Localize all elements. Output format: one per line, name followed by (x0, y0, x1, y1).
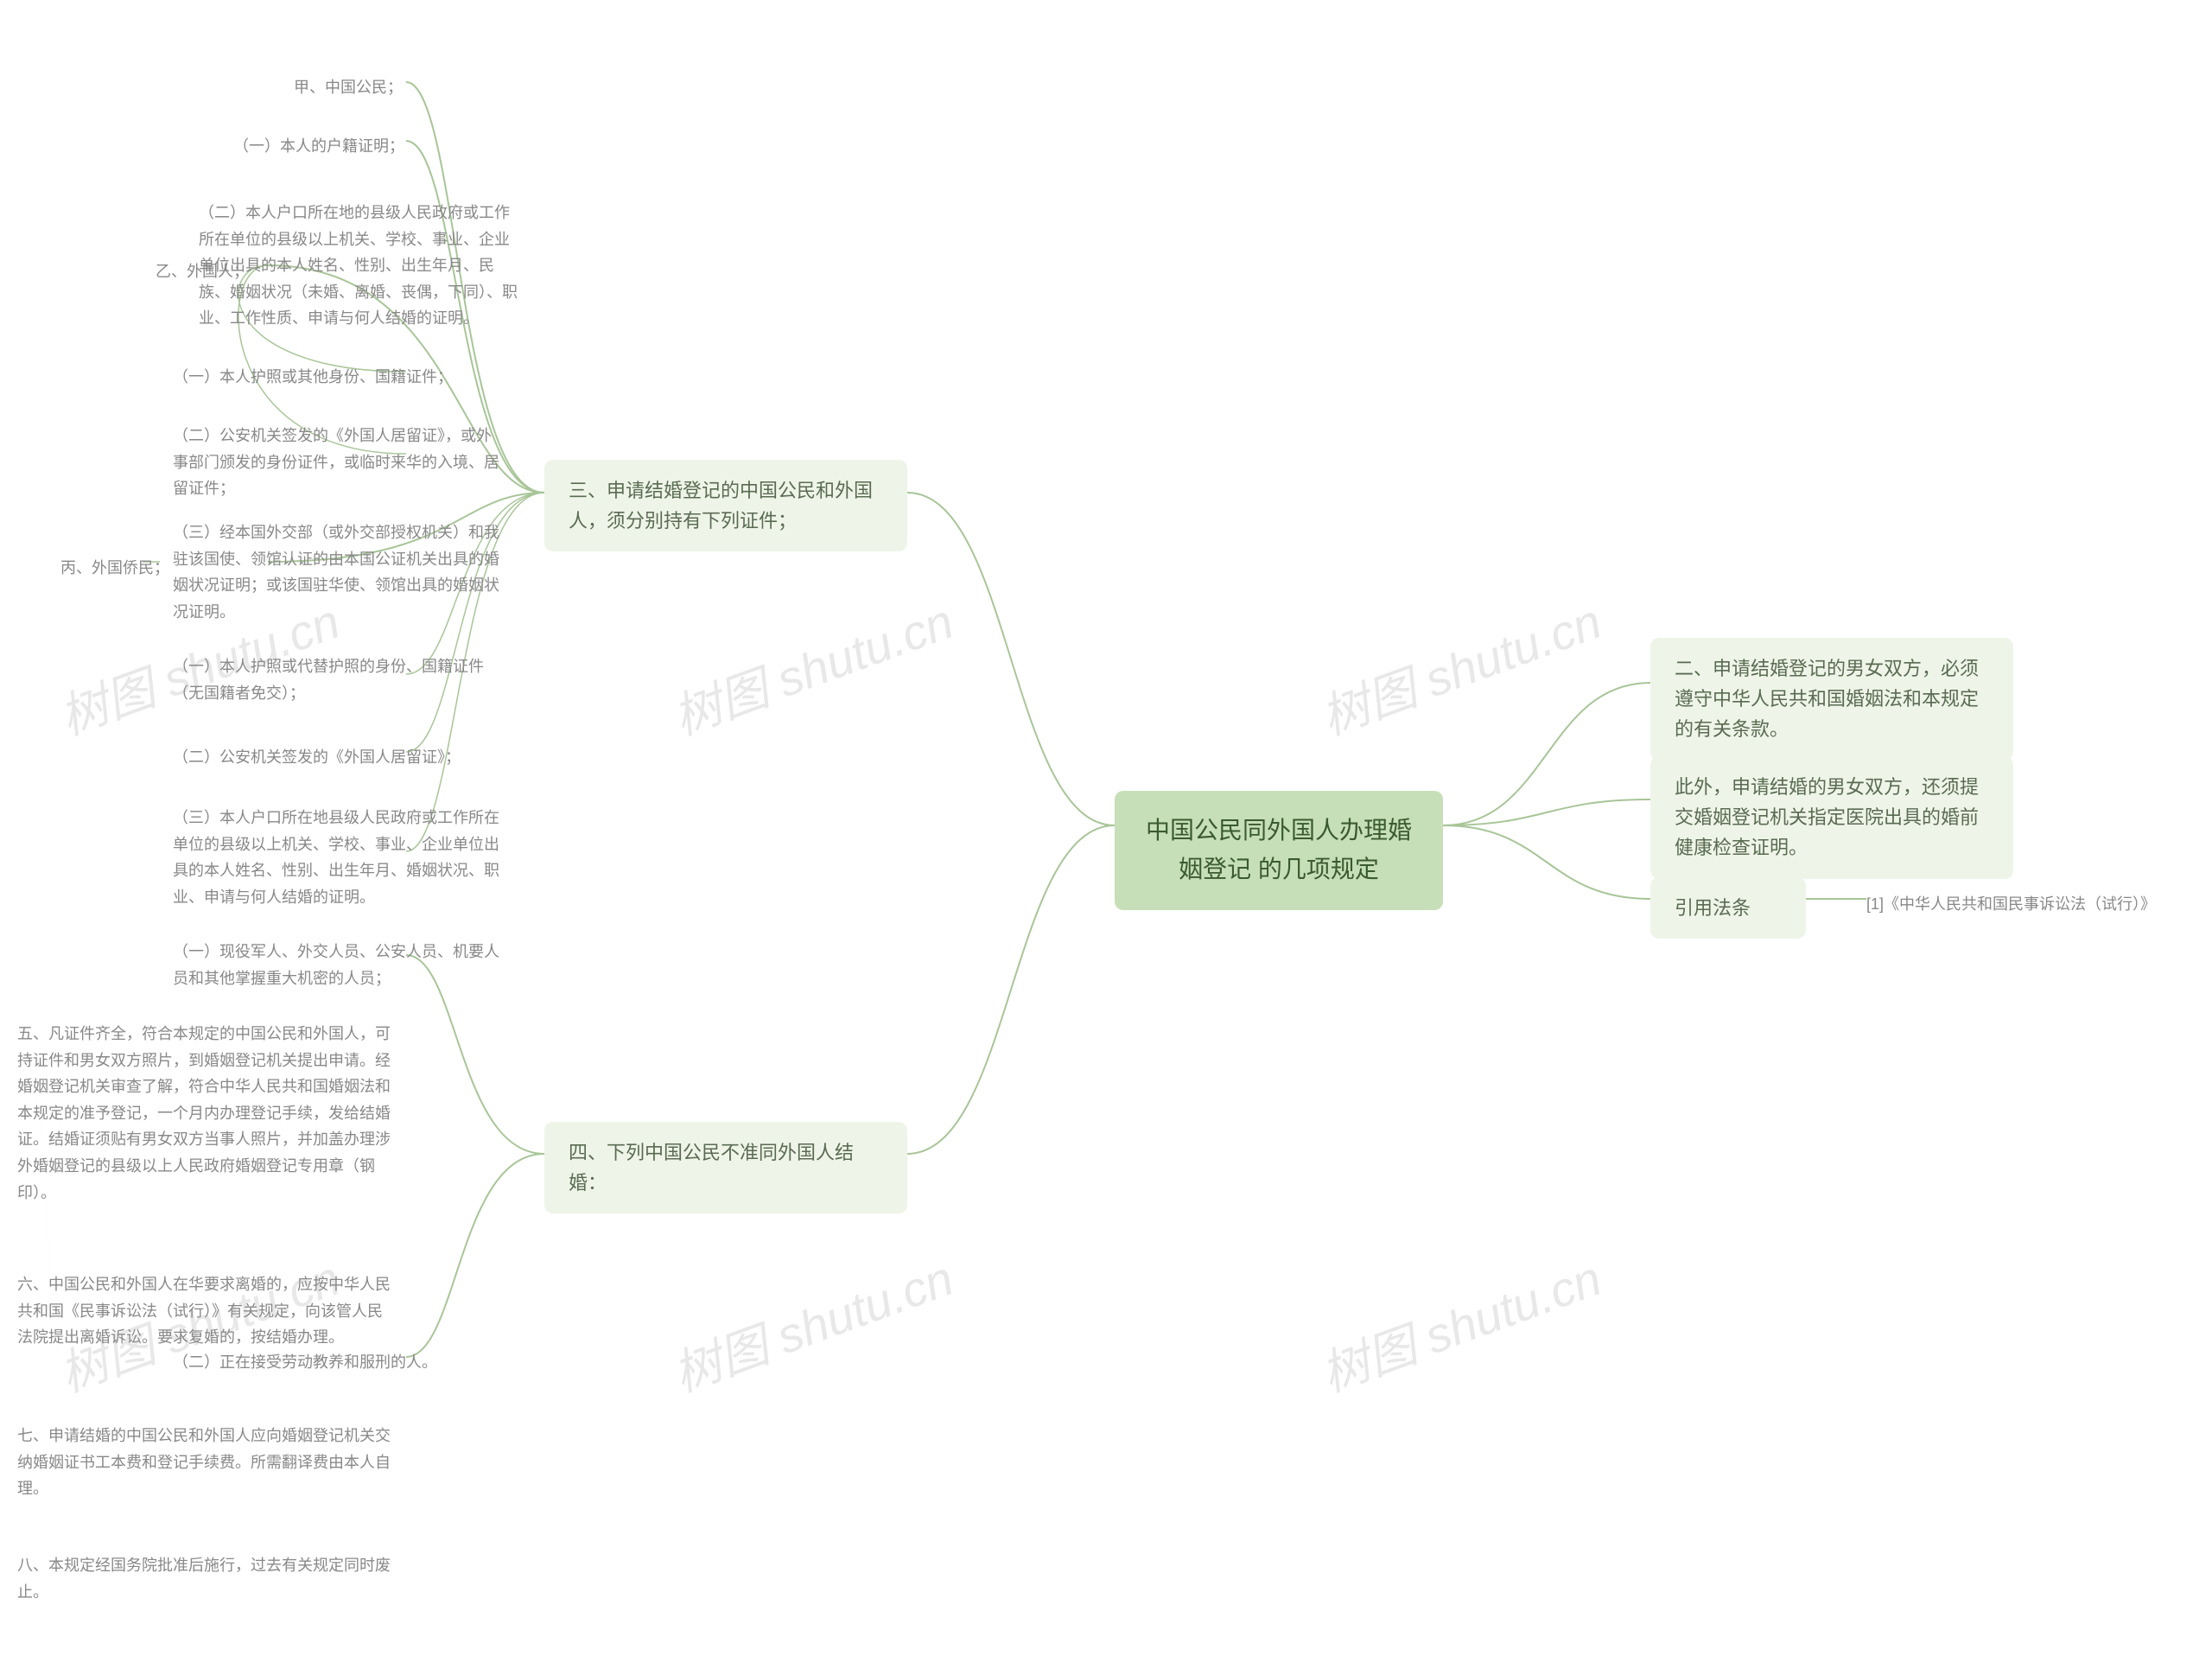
s3-jia-2-text: （二）本人户口所在地的县级人民政府或工作所在单位的县级以上机关、学校、事业、企业… (199, 200, 518, 332)
s4-6-text: 六、中国公民和外国人在华要求离婚的，应按中华人民共和国《民事诉讼法（试行）》有关… (17, 1271, 397, 1351)
s3-bing-1-text: （一）本人护照或代替护照的身份、国籍证件（无国籍者免交）； (173, 653, 501, 706)
s3-bing-2: （二）公安机关签发的《外国人居留证》； (173, 739, 484, 776)
s3-bing-2-text: （二）公安机关签发的《外国人居留证》； (173, 744, 461, 771)
s3-yi-2-text: （二）公安机关签发的《外国人居留证》，或外事部门颁发的身份证件，或临时来华的入境… (173, 423, 501, 502)
branch-addl: 此外，申请结婚的男女双方，还须提交婚姻登记机关指定医院出具的婚前健康检查证明。 (1650, 756, 2013, 879)
s4-5: 五、凡证件齐全，符合本规定的中国公民和外国人，可持证件和男女双方照片，到婚姻登记… (17, 1016, 397, 1211)
watermark: 树图 shutu.cn (1310, 583, 1610, 748)
s4-6: 六、中国公民和外国人在华要求离婚的，应按中华人民共和国《民事诉讼法（试行）》有关… (17, 1266, 397, 1356)
branch-3: 三、申请结婚登记的中国公民和外国人，须分别持有下列证件； (544, 460, 907, 551)
branch-2: 二、申请结婚登记的男女双方，必须遵守中华人民共和国婚姻法和本规定的有关条款。 (1650, 638, 2013, 761)
ref-leaf: [1]《中华人民共和国民事诉讼法（试行）》 (1866, 886, 2177, 923)
branch-3-text: 三、申请结婚登记的中国公民和外国人，须分别持有下列证件； (569, 475, 883, 536)
watermark: 树图 shutu.cn (662, 583, 962, 748)
branch-addl-text: 此外，申请结婚的男女双方，还须提交婚姻登记机关指定医院出具的婚前健康检查证明。 (1675, 772, 1989, 863)
s4-7-text: 七、申请结婚的中国公民和外国人应向婚姻登记机关交纳婚姻证书工本费和登记手续费。所… (17, 1423, 397, 1502)
s4-8-text: 八、本规定经国务院批准后施行，过去有关规定同时废止。 (17, 1552, 397, 1605)
s3-bing-3-text: （三）本人户口所在地县级人民政府或工作所在单位的县级以上机关、学校、事业、企业单… (173, 805, 501, 910)
branch-ref: 引用法条 (1650, 877, 1806, 939)
s3-yi-1: （一）本人护照或其他身份、国籍证件； (173, 359, 458, 396)
branch-4-text: 四、下列中国公民不准同外国人结婚： (569, 1137, 883, 1198)
s3-yi-3-text: （三）经本国外交部（或外交部授权机关）和我驻该国使、领馆认证的由本国公证机关出具… (173, 519, 501, 625)
s4-1-text: （一）现役军人、外交人员、公安人员、机要人员和其他掌握重大机密的人员； (173, 939, 501, 991)
s3-bing-text: 丙、外国侨民； (60, 555, 169, 582)
ref-leaf-text: [1]《中华人民共和国民事诉讼法（试行）》 (1866, 891, 2156, 918)
s3-yi-2: （二）公安机关签发的《外国人居留证》，或外事部门颁发的身份证件，或临时来华的入境… (173, 417, 501, 507)
root-title: 中国公民同外国人办理婚姻登记 的几项规定 (1144, 812, 1414, 889)
watermark: 树图 shutu.cn (662, 1239, 962, 1405)
s4-8: 八、本规定经国务院批准后施行，过去有关规定同时废止。 (17, 1547, 397, 1610)
s3-jia: 甲、中国公民； (294, 69, 415, 106)
s3-yi-1-text: （一）本人护照或其他身份、国籍证件； (173, 364, 453, 391)
watermark: 树图 shutu.cn (1310, 1239, 1610, 1405)
root-node: 中国公民同外国人办理婚姻登记 的几项规定 (1115, 791, 1443, 910)
branch-4: 四、下列中国公民不准同外国人结婚： (544, 1122, 907, 1213)
s4-7: 七、申请结婚的中国公民和外国人应向婚姻登记机关交纳婚姻证书工本费和登记手续费。所… (17, 1417, 397, 1507)
s4-5-text: 五、凡证件齐全，符合本规定的中国公民和外国人，可持证件和男女双方照片，到婚姻登记… (17, 1021, 397, 1206)
s4-1: （一）现役军人、外交人员、公安人员、机要人员和其他掌握重大机密的人员； (173, 933, 501, 997)
branch-ref-text: 引用法条 (1675, 893, 1751, 923)
s3-jia-1: （一）本人的户籍证明； (233, 128, 423, 165)
s3-yi-3: （三）经本国外交部（或外交部授权机关）和我驻该国使、领馆认证的由本国公证机关出具… (173, 514, 501, 630)
s3-bing-3: （三）本人户口所在地县级人民政府或工作所在单位的县级以上机关、学校、事业、企业单… (173, 799, 501, 915)
branch-2-text: 二、申请结婚登记的男女双方，必须遵守中华人民共和国婚姻法和本规定的有关条款。 (1675, 653, 1989, 745)
s3-bing: 丙、外国侨民； (60, 550, 181, 587)
s3-jia-1-text: （一）本人的户籍证明； (233, 133, 404, 160)
s3-jia-2: （二）本人户口所在地的县级人民政府或工作所在单位的县级以上机关、学校、事业、企业… (199, 194, 518, 337)
s3-jia-text: 甲、中国公民； (294, 74, 403, 101)
s3-bing-1: （一）本人护照或代替护照的身份、国籍证件（无国籍者免交）； (173, 648, 501, 711)
